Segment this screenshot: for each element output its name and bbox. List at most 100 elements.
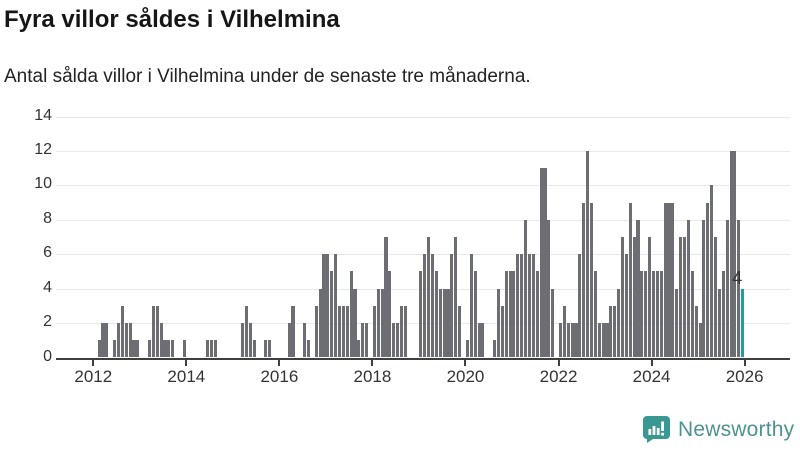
bar-2015-09 [264, 340, 268, 358]
x-axis-label-2022: 2022 [539, 366, 578, 386]
bar-2012-03 [101, 323, 105, 358]
y-axis-label-2: 2 [43, 313, 52, 331]
newsworthy-logo: Newsworthy [643, 416, 794, 443]
bar-2025-01 [698, 323, 702, 358]
bar-2024-08 [679, 237, 683, 358]
bar-2023-08 [632, 237, 636, 358]
bar-2023-07 [628, 202, 632, 358]
y-axis-label-8: 8 [43, 209, 52, 227]
bar-2021-11 [551, 288, 555, 358]
highlight-value-label: 4 [732, 267, 743, 288]
bar-2017-11 [365, 323, 369, 358]
bar-2017-02 [330, 271, 334, 358]
bar-2025-10 [733, 150, 737, 358]
bar-2024-10 [686, 219, 690, 358]
bar-2012-10 [128, 323, 132, 358]
bar-2022-08 [586, 150, 590, 358]
bar-2025-05 [714, 237, 718, 358]
newsworthy-wordmark: Newsworthy [678, 417, 795, 441]
bar-2019-09 [450, 254, 454, 358]
bar-2019-07 [442, 288, 446, 358]
bar-2018-05 [388, 271, 392, 358]
bar-2012-04 [105, 323, 109, 358]
y-axis-label-12: 12 [34, 140, 52, 158]
bar-2022-11 [597, 323, 601, 358]
bar-2012-06 [113, 340, 117, 358]
bar-chart-plot-area: 0 2 4 6 8 10 12 14 4 2012 2014 2016 2018 2020 2022 2024… [34, 106, 790, 386]
bar-2016-10 [314, 305, 318, 358]
bar-2022-02 [562, 305, 566, 358]
bar-2020-08 [493, 340, 497, 358]
bar-2017-06 [345, 305, 349, 358]
bar-2013-03 [147, 340, 152, 358]
bar-2020-03 [473, 271, 477, 358]
bar-2021-06 [531, 254, 535, 358]
bar-2013-08 [167, 340, 171, 358]
bar-2012-12 [136, 340, 140, 358]
bar-2017-10 [361, 323, 365, 358]
bar-2024-06 [671, 202, 675, 358]
bar-2022-04 [570, 323, 574, 358]
bar-2012-07 [116, 323, 121, 358]
gridline-y8 [56, 219, 790, 221]
gridline-y12 [56, 150, 790, 152]
y-axis-label-4: 4 [43, 278, 52, 296]
bar-2025-09 [729, 150, 733, 358]
bar-2023-02 [609, 305, 613, 358]
bar-2024-01 [651, 271, 656, 358]
bar-2024-03 [659, 271, 663, 358]
gridline-y2 [56, 323, 790, 325]
bar-2022-01 [558, 323, 563, 358]
bar-2019-04 [430, 254, 435, 358]
bar-2015-06 [252, 340, 256, 358]
bar-2021-07 [535, 271, 539, 358]
bar-2014-07 [209, 340, 214, 358]
bar-2020-02 [469, 254, 473, 358]
bar-2016-03 [287, 323, 291, 358]
bar-2022-07 [582, 202, 586, 358]
bar-2025-08 [725, 219, 729, 358]
bar-2017-08 [353, 288, 357, 358]
x-axis-label-2012: 2012 [74, 366, 113, 386]
bar-2023-04 [617, 288, 621, 358]
x-axis-label-2026: 2026 [725, 366, 764, 386]
bar-2015-05 [248, 323, 252, 358]
bar-2021-05 [527, 254, 531, 358]
y-axis-label-10: 10 [34, 175, 52, 193]
chart-subtitle: Antal sålda villor i Vilhelmina under de… [4, 66, 531, 87]
bar-2017-04 [337, 305, 342, 358]
x-axis-tick-2014 [185, 359, 188, 366]
bar-2015-03 [241, 323, 245, 358]
bar-2013-07 [163, 340, 167, 358]
bar-2017-03 [334, 254, 338, 358]
bar-2023-03 [613, 305, 617, 358]
bar-2023-12 [648, 237, 652, 358]
y-axis-label-14: 14 [34, 106, 52, 124]
bar-2017-07 [349, 271, 353, 358]
bar-2018-03 [380, 288, 384, 358]
bar-2012-09 [124, 323, 128, 358]
bar-2023-10 [640, 271, 644, 358]
bar-2015-04 [244, 305, 248, 358]
bar-2016-12 [322, 254, 326, 358]
bar-2016-07 [303, 323, 307, 358]
chart-title: Fyra villor såldes i Vilhelmina [4, 6, 340, 33]
bar-2020-04 [477, 323, 481, 358]
x-axis-tick-2012 [92, 359, 95, 366]
bar-2019-02 [423, 254, 427, 358]
bar-2019-08 [446, 288, 450, 358]
bar-2018-07 [396, 323, 400, 358]
bar-2022-10 [593, 271, 597, 358]
bar-2024-05 [667, 202, 671, 358]
bar-2020-12 [508, 271, 512, 358]
bar-2021-01 [512, 271, 516, 358]
bar-2022-05 [574, 323, 578, 358]
bar-chart-speech-bubble-icon [643, 416, 670, 443]
bar-2013-06 [159, 323, 163, 358]
bar-2018-08 [399, 305, 404, 358]
x-axis-tick-2024 [650, 359, 653, 366]
x-axis-label-2018: 2018 [353, 366, 392, 386]
bar-2025-07 [721, 271, 725, 358]
bar-2017-05 [341, 305, 345, 358]
